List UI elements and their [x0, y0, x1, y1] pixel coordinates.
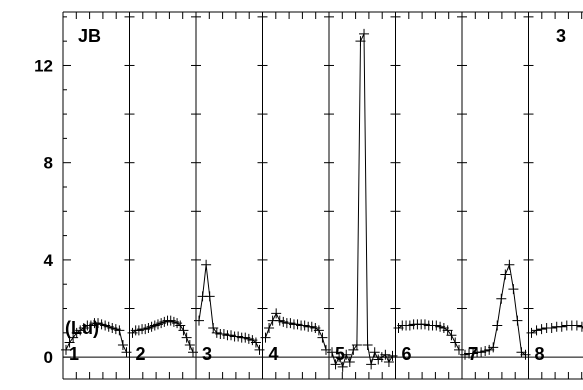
- data-point: [317, 332, 328, 343]
- panel-label: 7: [468, 344, 478, 364]
- data-point: [321, 344, 331, 355]
- data-point: [536, 324, 547, 335]
- data-point: [526, 327, 537, 338]
- data-point: [250, 337, 261, 348]
- series-panel-8: [526, 320, 583, 338]
- panel-label: 6: [402, 344, 412, 364]
- series-line: [464, 263, 526, 356]
- data-point: [181, 332, 192, 343]
- data-point: [383, 356, 394, 367]
- data-point: [260, 332, 271, 343]
- data-point: [454, 344, 464, 355]
- data-point: [194, 315, 204, 326]
- panel-label: 2: [136, 344, 146, 364]
- corner-label-left: JB: [78, 26, 101, 46]
- data-point: [460, 349, 470, 360]
- data-point: [351, 339, 362, 350]
- data-point: [484, 344, 495, 355]
- data-point: [546, 322, 557, 333]
- data-point: [508, 284, 519, 295]
- corner-label-right: 3: [556, 26, 566, 46]
- series-panel-3: [194, 259, 265, 355]
- data-point: [271, 308, 282, 319]
- data-point: [446, 330, 457, 341]
- data-point: [504, 259, 515, 270]
- data-point: [556, 321, 567, 332]
- data-point: [516, 347, 527, 358]
- series-layer: [61, 28, 583, 372]
- x-axis-ticks: [62, 12, 583, 379]
- series-panel-4: [260, 308, 331, 355]
- data-point: [571, 320, 582, 331]
- data-point: [201, 259, 212, 270]
- data-point: [359, 28, 370, 39]
- series-panel-6: [393, 319, 464, 355]
- y-tick-label: 4: [44, 251, 54, 270]
- y-axis: 0 4 8 12: [34, 16, 71, 367]
- data-point: [468, 348, 479, 359]
- data-point: [362, 339, 373, 350]
- data-point: [366, 359, 377, 370]
- panel-label: 1: [69, 344, 79, 364]
- data-point: [188, 347, 198, 358]
- data-point: [264, 322, 275, 333]
- data-point: [344, 356, 355, 367]
- series-panel-2: [127, 315, 198, 358]
- data-point: [512, 315, 523, 326]
- panel-label: 3: [202, 344, 212, 364]
- plot-frame: [62, 11, 583, 380]
- data-point: [327, 347, 337, 358]
- panel-separators: [124, 12, 534, 379]
- data-point: [500, 269, 511, 280]
- series-line: [331, 33, 393, 369]
- data-point: [204, 291, 215, 302]
- data-point: [313, 325, 324, 336]
- data-point: [380, 349, 391, 360]
- data-point: [576, 321, 583, 332]
- panel-label: 8: [535, 344, 545, 364]
- data-point: [254, 344, 265, 355]
- series-panel-7: [460, 259, 531, 360]
- panel-label: 4: [269, 344, 279, 364]
- y-tick-label: 12: [34, 56, 53, 75]
- data-point: [184, 339, 195, 350]
- data-point: [387, 350, 398, 361]
- data-point: [520, 349, 531, 360]
- data-point: [450, 337, 461, 348]
- data-point: [114, 325, 125, 336]
- data-point: [496, 293, 507, 304]
- data-point: [61, 344, 71, 355]
- data-point: [178, 325, 189, 336]
- panel-label: 5: [335, 344, 345, 364]
- data-point: [488, 342, 499, 353]
- data-point: [476, 347, 487, 358]
- series-panel-5: [327, 28, 398, 372]
- data-point: [334, 352, 345, 363]
- panel-labels: 1 2 3 4 5 6 7 8: [69, 344, 545, 364]
- data-point: [531, 325, 542, 336]
- data-point: [330, 359, 341, 370]
- data-point: [480, 346, 491, 357]
- data-point: [341, 349, 352, 360]
- y-tick-label: 8: [44, 154, 53, 173]
- data-point: [117, 339, 128, 350]
- data-point: [337, 361, 348, 372]
- series-panel-1: [61, 318, 132, 358]
- data-point: [121, 347, 132, 358]
- data-point: [369, 347, 380, 358]
- data-point: [492, 320, 503, 331]
- data-point: [355, 36, 366, 47]
- series-line: [198, 264, 260, 351]
- annotation-label: (Lu): [65, 318, 99, 338]
- y-tick-label: 0: [44, 348, 53, 367]
